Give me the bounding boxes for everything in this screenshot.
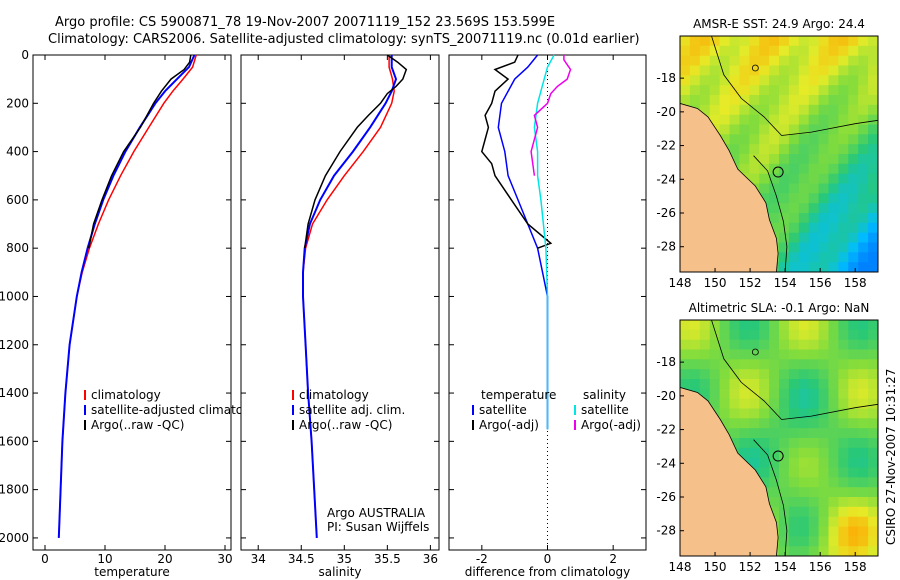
- x-tick-label: 0: [41, 552, 49, 566]
- map-y-tick-label: -22: [656, 139, 676, 153]
- y-tick-label: 1800: [0, 483, 29, 497]
- map-y-tick-label: -24: [656, 172, 676, 186]
- y-tick-label: 800: [6, 241, 29, 255]
- x-axis-label: temperature: [94, 565, 169, 579]
- map-title: AMSR-E SST: 24.9 Argo: 24.4: [693, 17, 865, 31]
- legend-label: Argo(..raw -QC): [91, 418, 184, 432]
- map-y-tick-label: -28: [656, 524, 676, 538]
- figure-title-line2: Climatology: CARS2006. Satellite-adjuste…: [48, 32, 640, 47]
- x-tick-label: 34: [251, 552, 266, 566]
- x-tick-label: 0: [544, 552, 552, 566]
- series-line-2: [57, 54, 196, 538]
- map-x-tick-label: 158: [844, 560, 867, 574]
- map-x-tick-label: 150: [704, 276, 727, 290]
- series-line-3: [533, 54, 555, 430]
- side-timestamp: CSIRO 27-Nov-2007 10:31:27: [884, 369, 898, 545]
- legend-label: Argo(-adj): [479, 418, 539, 432]
- legend-title: salinity: [583, 388, 626, 402]
- x-axis-label: salinity: [318, 565, 361, 579]
- argo-position-marker: [772, 450, 784, 462]
- map-frame: [679, 35, 879, 273]
- annotation-text: Argo AUSTRALIA: [327, 506, 426, 520]
- map-field: [680, 320, 878, 556]
- land-mass: [680, 386, 779, 556]
- sla-map-panel: Altimetric SLA: -0.1 Argo: NaN 148 150 152 1…: [656, 301, 879, 574]
- legend-label: satellite adj. clim.: [299, 403, 405, 417]
- legend-label: climatology: [91, 388, 161, 402]
- y-tick-label: 2000: [0, 531, 29, 545]
- map-field: [680, 36, 878, 272]
- y-tick-label: 1000: [0, 289, 29, 303]
- series-line-3: [303, 54, 408, 249]
- x-axis-label: difference from climatology: [465, 565, 631, 579]
- map-y-tick-label: -18: [656, 355, 676, 369]
- map-y-tick-label: -20: [656, 389, 676, 403]
- depth-contour: [711, 36, 878, 136]
- legend-label: climatology: [299, 388, 369, 402]
- salinity-panel: 34 34.5 35 35.5 36 salinity climatologysatelli…: [240, 54, 440, 579]
- reef-contour: [751, 348, 759, 356]
- map-title: Altimetric SLA: -0.1 Argo: NaN: [689, 301, 870, 315]
- legend-title: temperature: [481, 388, 556, 402]
- depth-contour: [753, 155, 788, 272]
- x-tick-label: 30: [217, 552, 232, 566]
- annotation-text: PI: Susan Wijffels: [327, 520, 429, 534]
- x-tick-label: 36: [423, 552, 438, 566]
- map-x-tick-label: 156: [809, 560, 832, 574]
- x-tick-label: 20: [157, 552, 172, 566]
- y-tick-label: 600: [6, 193, 29, 207]
- legend-label: satellite: [581, 403, 629, 417]
- series-line-4: [530, 55, 572, 176]
- map-x-tick-label: 156: [809, 276, 832, 290]
- argo-position-marker: [772, 166, 784, 178]
- y-tick-label: 1200: [0, 338, 29, 352]
- map-x-tick-label: 152: [739, 276, 762, 290]
- plot-frame: [32, 54, 232, 551]
- x-tick-label: 35.5: [374, 552, 401, 566]
- map-frame: [679, 319, 879, 557]
- temperature-panel: 0 10 20 30 0 200 400 600 800 1000 1200 1400 1600 1800…: [0, 48, 269, 579]
- series-line-2: [480, 54, 553, 249]
- map-y-tick-label: -20: [656, 105, 676, 119]
- map-x-tick-label: 154: [774, 276, 797, 290]
- depth-contour: [711, 320, 878, 420]
- map-y-tick-label: -22: [656, 423, 676, 437]
- depth-contour: [753, 439, 788, 556]
- map-y-tick-label: -18: [656, 71, 676, 85]
- legend-label: Argo(-adj): [581, 418, 641, 432]
- map-y-tick-label: -24: [656, 456, 676, 470]
- map-x-tick-label: 148: [669, 560, 692, 574]
- map-x-tick-label: 154: [774, 560, 797, 574]
- y-tick-label: 200: [6, 96, 29, 110]
- map-y-tick-label: -28: [656, 240, 676, 254]
- map-x-tick-label: 148: [669, 276, 692, 290]
- sst-map-panel: AMSR-E SST: 24.9 Argo: 24.4 148 150 152 154 1…: [656, 17, 879, 290]
- map-x-tick-label: 150: [704, 560, 727, 574]
- series-line-3: [88, 54, 192, 249]
- map-y-tick-label: -26: [656, 206, 676, 220]
- map-y-tick-label: -26: [656, 490, 676, 504]
- x-tick-label: 10: [97, 552, 112, 566]
- map-x-tick-label: 152: [739, 560, 762, 574]
- land-mass: [680, 102, 779, 272]
- y-tick-label: 0: [21, 48, 29, 62]
- x-tick-label: 34.5: [288, 552, 315, 566]
- x-tick-label: 2: [609, 552, 617, 566]
- legend-label: satellite: [479, 403, 527, 417]
- y-tick-label: 400: [6, 145, 29, 159]
- y-tick-label: 1400: [0, 386, 29, 400]
- figure-title-line1: Argo profile: CS 5900871_78 19-Nov-2007 …: [55, 15, 555, 30]
- plot-frame: [240, 54, 440, 551]
- y-tick-label: 1600: [0, 434, 29, 448]
- legend-label: Argo(..raw -QC): [299, 418, 392, 432]
- reef-contour: [751, 64, 759, 72]
- x-tick-label: 35: [337, 552, 352, 566]
- map-x-tick-label: 158: [844, 276, 867, 290]
- legend-label: satellite-adjusted climatology: [91, 403, 269, 417]
- x-tick-label: -2: [476, 552, 488, 566]
